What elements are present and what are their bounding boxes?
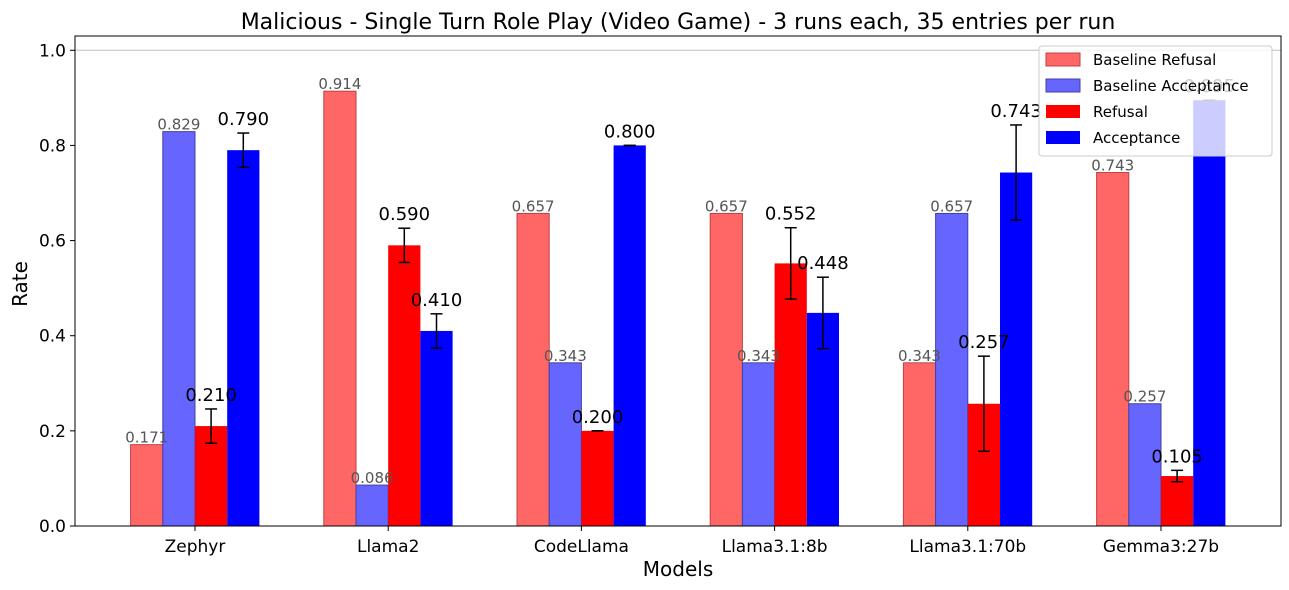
bar-acceptance <box>613 145 646 526</box>
data-label: 0.743 <box>1091 157 1134 175</box>
plot-area: 0.171 0.914 0.657 0.657 0.343 0.743 0.829 0.086… <box>39 35 1282 557</box>
legend-label: Acceptance <box>1093 129 1180 147</box>
bar-baseline-acceptance <box>355 484 389 527</box>
plot-frame <box>74 35 1282 527</box>
legend-swatch <box>1046 131 1080 144</box>
x-axis-ticks: Zephyr Llama2 CodeLlama Llama3.1:8b Llama3.1… <box>165 526 1219 557</box>
bar-baseline-acceptance <box>1128 403 1162 527</box>
data-label: 0.210 <box>185 385 237 406</box>
data-label: 0.829 <box>157 116 200 134</box>
legend-swatch <box>1046 105 1080 118</box>
x-tick-label: Llama2 <box>357 537 419 557</box>
data-label: 0.448 <box>797 253 849 274</box>
chart-title: Malicious - Single Turn Role Play (Video… <box>241 10 1116 35</box>
x-tick-label: Llama3.1:70b <box>909 537 1026 557</box>
bar-baseline-acceptance <box>935 212 969 527</box>
data-label: 0.343 <box>544 347 587 365</box>
data-label: 0.552 <box>765 204 817 225</box>
bar-baseline-refusal <box>516 212 550 527</box>
x-tick-label: CodeLlama <box>534 537 629 557</box>
legend-label: Baseline Acceptance <box>1093 77 1249 95</box>
data-label: 0.914 <box>318 75 361 93</box>
data-label: 0.657 <box>512 197 555 215</box>
bar-baseline-acceptance <box>162 131 196 527</box>
y-tick-label: 0.4 <box>39 327 66 347</box>
legend: Baseline Refusal Baseline Acceptance Refus… <box>1038 45 1273 157</box>
data-label: 0.257 <box>958 332 1010 353</box>
data-label: 0.800 <box>604 121 656 142</box>
legend-box <box>1038 45 1273 157</box>
data-label: 0.171 <box>125 429 168 447</box>
x-tick-label: Llama3.1:8b <box>722 537 828 557</box>
y-tick-label: 1.0 <box>39 41 66 61</box>
bar-baseline-acceptance <box>741 362 776 527</box>
bar-acceptance <box>1193 100 1226 526</box>
data-label: 0.657 <box>705 197 748 215</box>
data-label: 0.257 <box>1123 388 1166 406</box>
legend-swatch <box>1045 52 1081 67</box>
legend-label: Baseline Refusal <box>1093 51 1216 69</box>
bar-refusal <box>774 263 807 526</box>
bar-baseline-refusal <box>323 90 357 527</box>
bar-acceptance <box>1000 172 1033 526</box>
y-axis-ticks: 0.0 0.2 0.4 0.6 0.8 1.0 <box>39 41 75 537</box>
x-tick-label: Gemma3:27b <box>1103 537 1219 557</box>
bar-baseline-refusal <box>130 444 164 527</box>
y-tick-label: 0.8 <box>39 136 66 156</box>
data-label: 0.410 <box>411 290 463 311</box>
x-tick-label: Zephyr <box>165 537 226 557</box>
legend-items: Baseline Refusal Baseline Acceptance Refus… <box>1045 51 1249 147</box>
bar-refusal <box>1161 476 1194 526</box>
data-label: 0.343 <box>898 347 941 365</box>
legend-label: Refusal <box>1093 103 1148 121</box>
y-axis-label: Rate <box>8 261 32 307</box>
bar-acceptance <box>420 330 453 526</box>
data-label: 0.657 <box>930 197 973 215</box>
data-label: 0.590 <box>379 204 431 225</box>
legend-swatch <box>1045 78 1081 93</box>
data-label: 0.105 <box>1151 446 1203 467</box>
data-label: 0.200 <box>572 407 624 428</box>
data-label: 0.086 <box>351 469 394 487</box>
y-tick-label: 0.2 <box>39 422 66 442</box>
data-label: 0.743 <box>990 101 1042 122</box>
bar-refusal <box>581 430 614 526</box>
x-axis-label: Models <box>643 557 713 581</box>
bar-refusal <box>388 245 421 527</box>
y-tick-label: 0.6 <box>39 232 66 252</box>
bar-acceptance <box>227 150 260 527</box>
y-tick-label: 0.0 <box>39 517 66 537</box>
bars-layer <box>130 90 1226 527</box>
data-label: 0.343 <box>737 347 780 365</box>
bar-baseline-acceptance <box>548 362 582 527</box>
bar-baseline-refusal <box>1096 172 1130 527</box>
data-label: 0.790 <box>218 109 270 130</box>
bar-baseline-refusal <box>709 212 743 527</box>
bar-baseline-refusal <box>902 362 937 527</box>
